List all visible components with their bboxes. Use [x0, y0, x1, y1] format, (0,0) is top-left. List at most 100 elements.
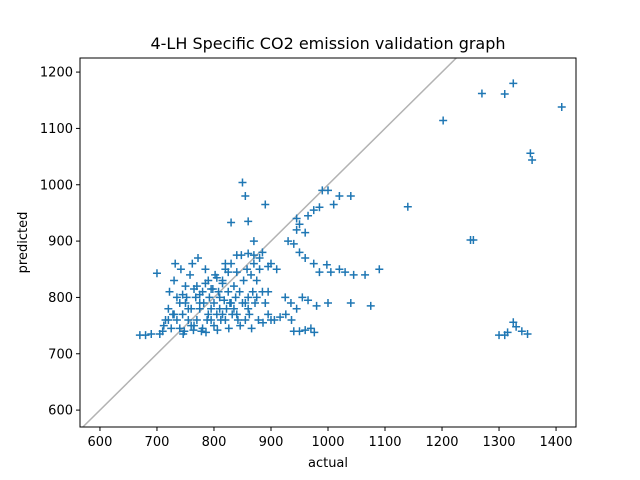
scatter-point	[244, 293, 253, 302]
scatter-point	[439, 116, 448, 125]
scatter-point	[167, 324, 176, 333]
y-tick-label: 600	[48, 404, 73, 419]
scatter-point	[270, 315, 279, 324]
scatter-point	[214, 287, 223, 296]
x-axis-ticks: 600 700 800 900 1000 1100 1200 1300 1400	[88, 427, 573, 450]
scatter-point	[252, 276, 261, 285]
y-tick-label: 900	[48, 235, 73, 250]
scatter-point	[192, 315, 201, 324]
x-axis-label: actual	[308, 456, 348, 471]
scatter-point	[165, 287, 174, 296]
scatter-point	[224, 287, 233, 296]
scatter-point	[231, 293, 240, 302]
y-tick-label: 1000	[40, 178, 73, 193]
scatter-point	[503, 328, 512, 337]
scatter-point	[241, 299, 250, 308]
scatter-point	[244, 304, 253, 313]
scatter-point	[243, 265, 252, 274]
scatter-point	[241, 315, 250, 324]
scatter-point	[301, 326, 310, 335]
scatter-point	[181, 299, 190, 308]
x-tick-label: 1000	[311, 435, 344, 450]
scatter-point	[315, 203, 324, 212]
scatter-point	[375, 265, 384, 274]
scatter-point	[259, 318, 268, 327]
scatter-point	[309, 259, 318, 268]
scatter-point	[335, 192, 344, 201]
scatter-point	[239, 276, 248, 285]
scatter-point	[287, 315, 296, 324]
scatter-point	[500, 90, 509, 99]
scatter-point	[178, 310, 187, 319]
scatter-point	[141, 331, 150, 340]
scatter-point	[312, 301, 321, 310]
scatter-point	[261, 200, 270, 209]
scatter-point	[264, 287, 273, 296]
scatter-point	[188, 259, 197, 268]
scatter-point	[526, 149, 535, 158]
scatter-point	[346, 192, 355, 201]
plot-area: 600 700 800 900 1000 1100 1200 1300 1400 600 700 8…	[40, 57, 577, 450]
scatter-point	[205, 293, 214, 302]
scatter-point	[304, 211, 313, 220]
scatter-point	[295, 248, 304, 257]
scatter-point	[249, 251, 258, 260]
scatter-point	[218, 279, 227, 288]
scatter-point	[322, 260, 331, 269]
scatter-point	[221, 315, 230, 324]
scatter-point	[292, 214, 301, 223]
scatter-point	[195, 290, 204, 299]
scatter-point	[272, 265, 281, 274]
y-tick-label: 1100	[40, 122, 73, 137]
scatter-point	[249, 237, 258, 246]
scatter-point	[301, 228, 310, 237]
scatter-point	[261, 299, 270, 308]
scatter-point	[255, 265, 264, 274]
scatter-point	[301, 253, 310, 262]
scatter-point	[324, 186, 332, 195]
y-tick-label: 1200	[40, 66, 73, 81]
scatter-point	[158, 327, 167, 336]
scatter-point	[172, 315, 181, 324]
scatter-point	[244, 249, 253, 258]
scatter-point	[186, 270, 195, 279]
scatter-point	[469, 235, 478, 244]
scatter-point	[227, 299, 236, 308]
scatter-point	[244, 217, 253, 226]
scatter-point	[304, 296, 313, 305]
scatter-point	[295, 327, 304, 336]
scatter-point	[175, 324, 184, 333]
scatter-point	[232, 251, 241, 260]
scatter-point	[517, 327, 526, 336]
scatter-point	[281, 293, 290, 302]
scatter-point	[224, 268, 233, 277]
scatter-point	[227, 218, 236, 227]
scatter-point	[249, 259, 258, 268]
scatter-point	[292, 304, 301, 313]
scatter-points	[135, 79, 566, 340]
scatter-point	[176, 265, 185, 274]
scatter-point	[292, 225, 301, 234]
scatter-point	[324, 299, 332, 308]
scatter-point	[218, 310, 227, 319]
scatter-point	[310, 328, 319, 337]
scatter-point	[164, 304, 173, 313]
scatter-point	[235, 287, 244, 296]
scatter-point	[295, 220, 304, 229]
reference-line	[81, 58, 458, 427]
scatter-point	[512, 322, 521, 331]
scatter-point	[168, 310, 177, 319]
scatter-point	[224, 324, 233, 333]
scatter-point	[204, 310, 213, 319]
scatter-point	[194, 253, 203, 262]
scatter-point	[222, 304, 231, 313]
scatter-point	[245, 310, 254, 319]
scatter-point	[207, 284, 216, 293]
x-tick-label: 1100	[368, 435, 401, 450]
scatter-point	[286, 299, 295, 308]
scatter-point	[171, 259, 180, 268]
x-tick-label: 600	[88, 435, 113, 450]
scatter-point	[152, 269, 161, 278]
